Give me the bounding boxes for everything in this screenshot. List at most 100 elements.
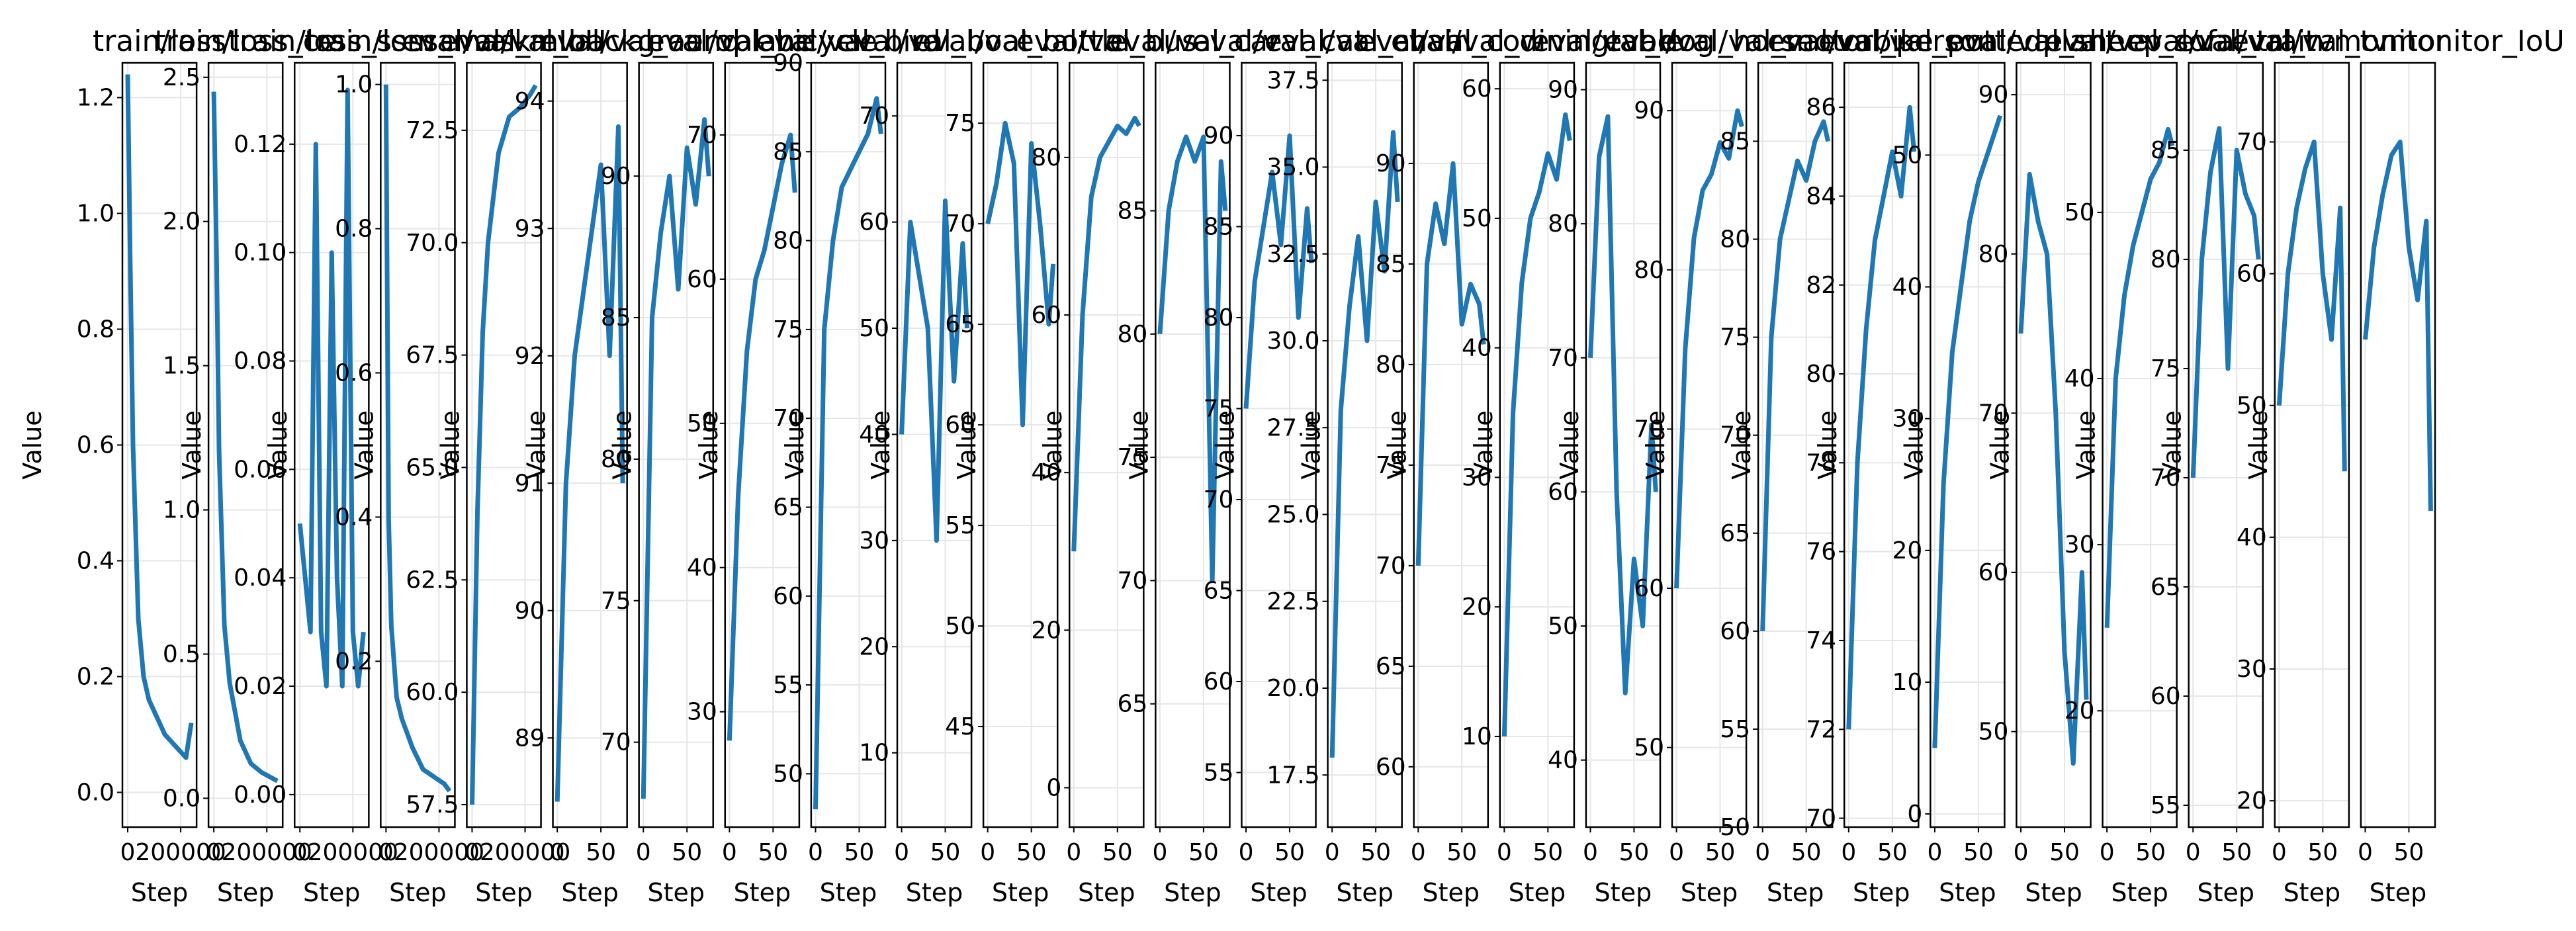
y-tick-label: 10: [1462, 723, 1492, 750]
y-tick-label: 1.2: [77, 85, 114, 112]
plot-frame: [982, 62, 1059, 828]
y-tick-label: 0.00: [234, 781, 287, 809]
y-tick-label: 90: [1548, 77, 1578, 104]
plot-frame: [1413, 62, 1489, 828]
y-tick-label: 2.0: [163, 208, 200, 236]
y-tick-label: 40: [1031, 459, 1061, 486]
x-tick-label: 200000: [394, 839, 484, 866]
y-tick-label: 90: [773, 50, 803, 77]
plot-frame: [2274, 62, 2350, 828]
y-tick-label: 0.5: [163, 641, 200, 668]
subplot-title: eval/val_horse: [1604, 24, 1814, 58]
y-tick-label: 78: [1806, 449, 1836, 476]
y-tick-label: 85: [601, 304, 631, 332]
y-tick-label: 30: [1892, 406, 1923, 433]
x-tick-label: 0: [894, 839, 909, 866]
plot-frame: [1241, 62, 1317, 828]
subplot-13: 65 70 75 80 85 0 50 eval/val_car Step Value: [1106, 24, 1281, 907]
y-tick-label: 62.5: [406, 566, 459, 594]
y-tick-label: 60: [945, 412, 975, 439]
x-tick-label: 0: [722, 839, 737, 866]
x-axis-label: Step: [2197, 878, 2254, 907]
y-axis-label: Value: [866, 410, 895, 479]
subplot-11: 45 50 55 60 65 70 75 0 50 eval/val_bottle Step Valu…: [914, 24, 1128, 907]
subplot-27: 0 50 eval/val_tvmonitor_IoU Step: [2231, 24, 2565, 907]
plot-frame: [466, 62, 542, 828]
y-tick-label: 67.5: [406, 342, 459, 369]
x-axis-label: Step: [303, 878, 361, 907]
y-tick-label: 75: [1204, 396, 1234, 423]
subplot-title: eval/val_person: [1767, 24, 1996, 58]
y-tick-label: 60: [1548, 478, 1578, 506]
y-tick-label: 0.0: [163, 785, 200, 812]
y-tick-label: 0.08: [234, 348, 287, 375]
y-tick-label: 0.0: [77, 779, 114, 807]
y-tick-label: 70: [2151, 465, 2181, 492]
y-tick-label: 50: [859, 315, 889, 342]
plot-frame: [1843, 62, 1920, 828]
y-tick-label: 40: [859, 421, 889, 448]
x-tick-label: 0: [1497, 839, 1512, 866]
y-tick-label: 50: [1462, 205, 1492, 232]
y-axis-label: Value: [2158, 410, 2187, 479]
x-tick-label: 0: [120, 839, 136, 866]
x-tick-label: 200000: [480, 839, 570, 866]
subplot-title: eval/val_dog: [1531, 24, 1714, 58]
subplot-10: 10 20 30 40 50 60 70 0 50 eval/val_boat Step Value: [837, 24, 1031, 907]
x-tick-label: 0: [2100, 839, 2115, 866]
x-axis-label: Step: [820, 878, 877, 907]
plot-frame: [2188, 62, 2264, 828]
y-axis-label: Value: [1641, 410, 1670, 479]
x-axis-label: Step: [217, 878, 275, 907]
subplot-title: eval/val_car: [1106, 24, 1281, 58]
y-axis-label: Value: [694, 410, 723, 479]
x-tick-label: 50: [1963, 839, 1994, 866]
x-tick-label: 50: [1102, 839, 1133, 866]
y-tick-label: 65: [773, 494, 803, 521]
y-tick-label: 0.4: [77, 548, 114, 575]
x-tick-label: 50: [844, 839, 875, 866]
subplot-25: 55 60 65 70 75 80 85 0 50 eval/val_train Step Value: [2127, 24, 2324, 907]
x-axis-label: Step: [475, 878, 533, 907]
y-tick-label: 50: [1978, 719, 2009, 746]
x-tick-label: 50: [1016, 839, 1047, 866]
x-tick-label: 0: [980, 839, 995, 866]
y-tick-label: 32.5: [1266, 241, 1319, 268]
y-tick-label: 60: [859, 209, 889, 236]
subplot-title: eval/val_motorbike: [1657, 24, 1933, 58]
x-tick-label: 0: [1152, 839, 1167, 866]
subplot-4: 0.20.40.60.81.00 200000train/loss_maskSte…: [304, 24, 531, 907]
y-tick-label: 80: [1118, 321, 1148, 348]
y-tick-label: 60: [1634, 575, 1664, 602]
y-tick-label: 82: [1806, 272, 1836, 299]
y-tick-label: 20: [1892, 537, 1923, 564]
x-tick-label: 0: [2014, 839, 2029, 866]
y-tick-label: 60: [1204, 668, 1234, 695]
subplot-title: train/loss_ssm: [228, 24, 435, 58]
x-axis-label: Step: [1939, 878, 1996, 907]
x-axis-label: Step: [1336, 878, 1394, 907]
subplot-title: eval/val_aeroplane: [539, 24, 813, 58]
y-tick-label: 65: [945, 311, 975, 338]
subplot-12: 0 20 40 60 80 0 50 eval/val_bus Step Value: [1016, 24, 1197, 907]
y-tick-label: 1.0: [335, 71, 373, 99]
subplot-26: 20 30 40 50 60 70 0 50 eval/val_tvmonitor Step Val…: [2176, 24, 2448, 907]
y-tick-label: 22.5: [1266, 588, 1319, 615]
subplot-title: eval/val_bottle: [914, 24, 1128, 58]
y-tick-label: 70: [687, 122, 717, 149]
plot-frame: [1930, 62, 2006, 828]
y-tick-label: 60: [1031, 302, 1061, 329]
y-tick-label: 70: [1978, 400, 2009, 427]
y-axis-label: Value: [1210, 410, 1239, 479]
plot-frame: [810, 62, 887, 828]
y-tick-label: 0.8: [77, 316, 114, 343]
x-tick-label: 50: [2049, 839, 2080, 866]
y-tick-label: 75: [1720, 324, 1750, 351]
y-tick-label: 80: [2151, 246, 2181, 273]
subplot-title: eval/val_mIoU: [402, 24, 606, 58]
y-tick-label: 20.0: [1266, 675, 1319, 702]
y-tick-label: 60: [773, 583, 803, 610]
y-tick-label: 50: [687, 410, 717, 437]
x-tick-label: 0: [550, 839, 565, 866]
